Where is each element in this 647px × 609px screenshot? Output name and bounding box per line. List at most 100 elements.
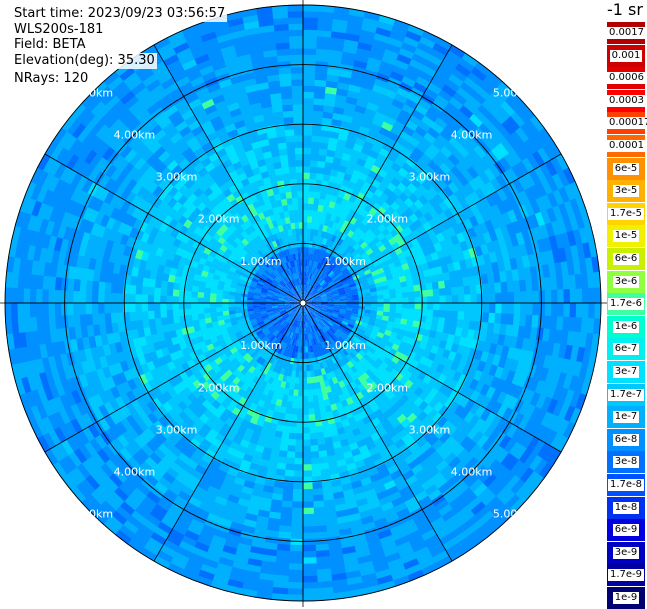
ppi-cell — [293, 483, 303, 490]
ppi-cell — [396, 303, 403, 308]
ppi-cell — [297, 185, 303, 192]
ppi-cell — [308, 402, 314, 409]
ppi-cell — [92, 292, 99, 303]
ppi-cell — [445, 310, 452, 318]
ppi-cell — [295, 228, 299, 235]
ppi-cell — [17, 302, 24, 318]
ppi-cell — [309, 426, 316, 433]
ppi-cell — [303, 446, 311, 453]
ppi-cell — [296, 160, 304, 167]
ppi-cell — [390, 303, 397, 308]
ppi-cell — [307, 389, 312, 396]
ppi-cell — [371, 303, 378, 307]
ppi-cell — [67, 303, 74, 316]
ppi-cell — [312, 482, 322, 489]
ppi-cell — [209, 298, 216, 303]
ppi-cell — [294, 464, 303, 471]
ppi-cell — [191, 297, 198, 303]
ppi-cell — [297, 415, 303, 422]
ppi-cell — [489, 303, 496, 313]
ppi-cell — [298, 216, 303, 223]
ppi-cell — [302, 582, 318, 589]
ppi-cell — [303, 483, 313, 490]
ppi-cell — [457, 311, 464, 320]
ppi-cell — [117, 312, 124, 322]
ppi-cell — [303, 526, 316, 533]
ppi-cell — [303, 222, 307, 229]
ppi-cell — [288, 439, 296, 446]
ppi-cell — [292, 495, 303, 502]
ppi-cell — [141, 286, 148, 295]
ppi-cell — [303, 539, 316, 546]
ppi-cell — [123, 312, 130, 322]
ppi-cell — [384, 303, 391, 308]
ppi-cell — [303, 116, 313, 123]
ppi-cell — [295, 446, 303, 453]
ppi-cell — [209, 303, 216, 308]
ppi-cell — [110, 303, 117, 313]
ppi-cell — [293, 477, 303, 484]
ppi-cell — [291, 191, 297, 198]
ppi-cell — [288, 160, 296, 167]
ppi-cell — [303, 123, 313, 130]
ppi-cell — [495, 303, 502, 314]
ppi-cell — [287, 588, 303, 595]
ppi-cell — [588, 303, 595, 319]
ppi-cell — [312, 488, 323, 495]
ppi-cell — [446, 303, 453, 311]
ppi-cell — [303, 390, 308, 397]
ppi-cell — [303, 253, 306, 260]
ppi-cell — [287, 204, 293, 211]
ppi-cell — [42, 302, 49, 316]
ppi-cell — [303, 141, 312, 148]
ppi-cell — [313, 494, 324, 501]
ppi-cell — [98, 303, 105, 314]
ppi-cell — [166, 310, 173, 318]
ppi-cell — [234, 303, 241, 307]
ppi-cell — [297, 197, 303, 204]
ppi-cell — [309, 191, 315, 198]
ppi-cell — [303, 514, 315, 521]
ppi-cell — [306, 365, 310, 372]
ppi-cell — [389, 308, 396, 313]
ppi-cell — [302, 576, 317, 583]
ppi-cell — [539, 303, 546, 316]
ppi-cell — [532, 303, 539, 316]
ppi-cell — [198, 313, 205, 319]
ppi-cell — [310, 439, 318, 446]
ppi-cell — [476, 312, 483, 322]
ppi-cell — [36, 288, 43, 303]
ppi-cell — [73, 291, 80, 304]
ppi-cell — [293, 116, 303, 123]
ppi-cell — [60, 290, 67, 303]
ppi-cell — [48, 302, 55, 316]
ppi-cell — [302, 551, 316, 558]
ppi-cell — [291, 67, 304, 74]
ppi-cell — [293, 489, 303, 496]
ppi-cell — [294, 470, 303, 477]
ppi-cell — [79, 291, 86, 303]
ppi-cell — [383, 307, 390, 312]
ppi-cell — [185, 303, 192, 309]
ppi-cell — [289, 545, 303, 552]
ppi-cell — [282, 488, 293, 495]
ppi-cell — [288, 17, 304, 24]
ppi-cell — [303, 384, 308, 391]
ppi-cell — [310, 445, 318, 452]
ppi-cell — [303, 508, 314, 515]
ppi-cell — [303, 154, 311, 161]
ppi-cell — [303, 191, 309, 198]
ppi-cell — [290, 54, 304, 61]
ppi-cell — [288, 563, 303, 570]
ppi-cell — [135, 303, 142, 312]
ppi-cell — [29, 302, 36, 317]
ppi-cell — [288, 23, 303, 30]
ppi-cell — [291, 520, 303, 527]
ppi-cell — [295, 222, 300, 229]
ppi-cell — [312, 123, 322, 130]
ppi-cell — [292, 501, 303, 508]
ppi-cell — [289, 42, 303, 49]
ppi-cell — [303, 98, 314, 105]
ppi-cell — [303, 377, 307, 384]
ppi-cell — [303, 439, 311, 446]
